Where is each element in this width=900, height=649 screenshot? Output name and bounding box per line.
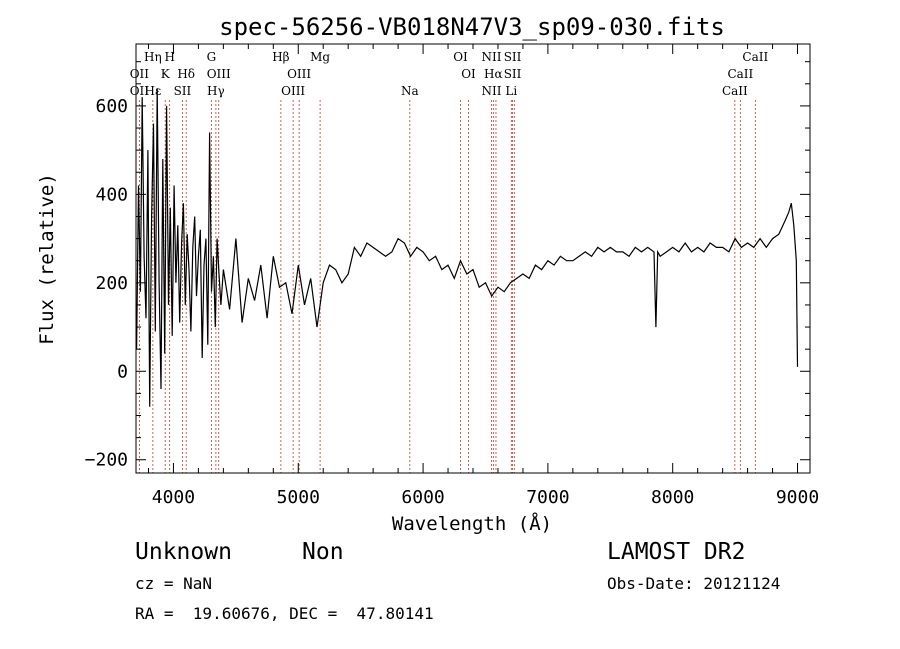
y-tick-label: −200 (85, 450, 128, 471)
spectral-line-label: Hγ (207, 84, 225, 98)
chart-title: spec-56256-VB018N47V3_sp09-030.fits (219, 13, 725, 41)
coordinates: RA = 19.60676, DEC = 47.80141 (135, 604, 434, 623)
spectrum-line (136, 88, 799, 407)
spectral-line-label: Hδ (177, 67, 195, 81)
survey-name: LAMOST DR2 (607, 539, 745, 565)
spectral-line-label: OIII (281, 84, 305, 98)
x-tick-label: 6000 (401, 487, 444, 508)
spectral-line-label: SII (504, 50, 522, 64)
y-axis-label: Flux (relative) (36, 173, 58, 345)
x-tick-label: 8000 (651, 487, 694, 508)
spectral-line-label: OIII (207, 67, 231, 81)
spectral-line-label: Mg (310, 50, 330, 64)
spectral-line-label: OII (130, 67, 150, 81)
spectral-line-label: H (164, 50, 174, 64)
redshift-value: cz = NaN (135, 574, 212, 593)
spectral-line-label: NII (481, 84, 501, 98)
spectral-line-label: NII (481, 50, 501, 64)
spectral-line-label: SII (504, 67, 522, 81)
x-tick-label: 9000 (776, 487, 819, 508)
y-axis-ticks: −200 0 200 400 600 (85, 61, 810, 471)
spectral-line-label: K (161, 67, 171, 81)
spectral-line-label: Li (505, 84, 517, 98)
x-tick-label: 7000 (526, 487, 569, 508)
spectral-line-label: G (207, 50, 217, 64)
spectral-line-label: Hη (144, 50, 162, 64)
spectrum-line-group (136, 88, 799, 407)
spectral-line-label: CaII (727, 67, 753, 81)
x-tick-label: 4000 (152, 487, 195, 508)
spectral-line-label: CaII (742, 50, 768, 64)
y-tick-label: 200 (95, 273, 128, 294)
y-tick-label: 0 (117, 361, 128, 382)
spectral-line-label: OI (461, 67, 476, 81)
x-axis-label: Wavelength (Å) (392, 512, 552, 535)
spectral-line-label: OI (453, 50, 468, 64)
spectral-line-label: Hε (145, 84, 162, 98)
observation-date: Obs-Date: 20121124 (607, 574, 780, 593)
spectral-line-label: CaII (722, 84, 748, 98)
object-subclass: Non (302, 539, 344, 565)
y-tick-label: 400 (95, 184, 128, 205)
spectral-line-label: Na (401, 84, 419, 98)
spectral-line-label: OIII (287, 67, 311, 81)
spectral-line-label: SII (174, 84, 192, 98)
spectral-line-label: Hα (484, 67, 503, 81)
x-axis-ticks: 4000 5000 6000 7000 8000 9000 (147, 44, 819, 508)
object-class: Unknown (135, 539, 232, 565)
spectral-line-label: Hβ (272, 50, 289, 64)
spectral-line-markers: OII OII Hη Hε KH SII Hδ G Hγ OIII Hβ OIII OIII Mg Na OI… (130, 50, 768, 473)
y-tick-label: 600 (95, 96, 128, 117)
x-tick-label: 5000 (277, 487, 320, 508)
spectral-line-label: OII (130, 84, 150, 98)
